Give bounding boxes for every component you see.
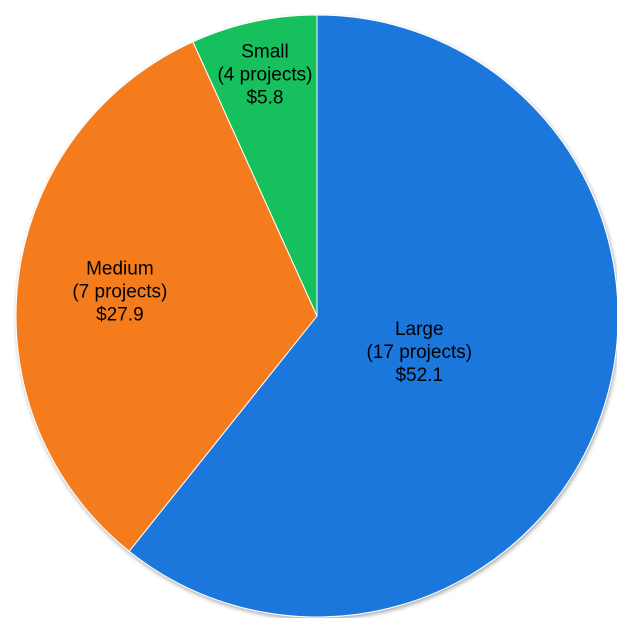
slice-name-large: Large bbox=[395, 319, 444, 340]
slice-projects-small: (4 projects) bbox=[217, 65, 312, 86]
slice-label-small: Small (4 projects) $5.8 bbox=[217, 42, 312, 109]
pie-slice-large bbox=[128, 14, 617, 618]
slice-value-medium: $27.9 bbox=[96, 304, 144, 325]
slice-name-medium: Medium bbox=[86, 258, 154, 279]
slice-projects-medium: (7 projects) bbox=[72, 281, 167, 302]
pie-slice-small bbox=[192, 14, 318, 317]
pie-slice-medium bbox=[15, 41, 318, 552]
slice-value-small: $5.8 bbox=[246, 88, 283, 109]
slice-label-large: Large (17 projects) $52.1 bbox=[366, 319, 472, 386]
pie-slices bbox=[15, 14, 617, 618]
slice-projects-large: (17 projects) bbox=[366, 342, 472, 363]
pie-labels: Large (17 projects) $52.1 Medium (7 projects… bbox=[72, 42, 472, 386]
slice-name-small: Small bbox=[241, 42, 289, 63]
slice-label-medium: Medium (7 projects) $27.9 bbox=[72, 258, 167, 325]
slice-value-large: $52.1 bbox=[395, 365, 443, 386]
